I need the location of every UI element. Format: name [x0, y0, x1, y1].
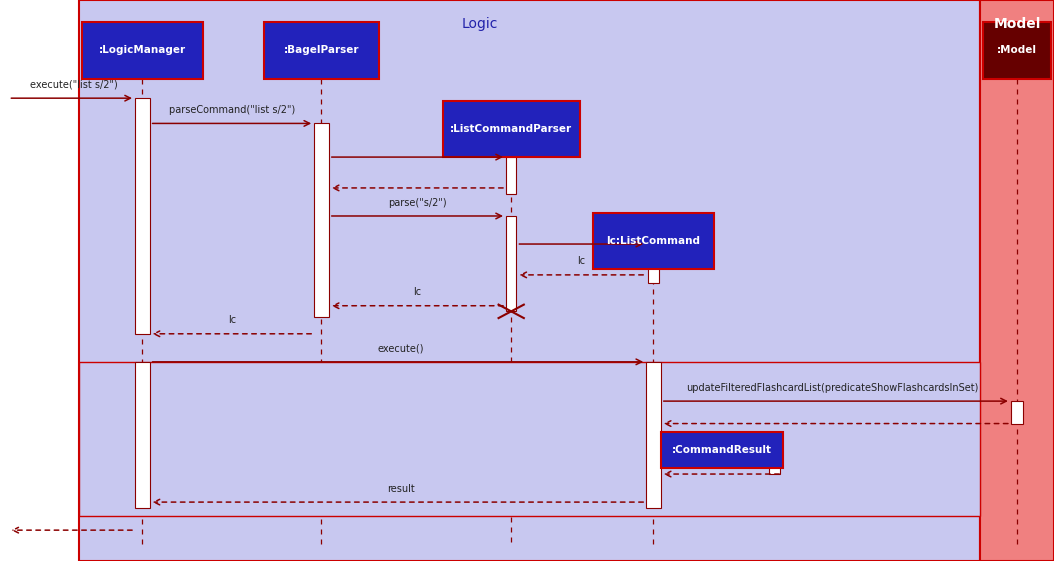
Text: :LogicManager: :LogicManager	[99, 45, 186, 56]
Bar	[79, 362, 980, 516]
Text: updateFilteredFlashcardList(predicateShowFlashcardsInSet): updateFilteredFlashcardList(predicateSho…	[686, 383, 979, 393]
Text: lc: lc	[577, 256, 585, 266]
Text: Model: Model	[994, 17, 1040, 31]
Bar	[980, 0, 1054, 561]
Text: :Model: :Model	[997, 45, 1037, 56]
Text: parseCommand("list s/2"): parseCommand("list s/2")	[169, 105, 295, 115]
Text: lc:ListCommand: lc:ListCommand	[606, 236, 701, 246]
Bar	[662, 432, 783, 468]
Bar	[1011, 401, 1023, 424]
Bar	[648, 244, 659, 283]
Text: :ListCommandParser: :ListCommandParser	[450, 124, 572, 134]
Bar	[646, 362, 661, 508]
Bar	[82, 22, 202, 79]
Bar	[135, 362, 150, 508]
Text: :BagelParser: :BagelParser	[284, 45, 359, 56]
Text: result: result	[387, 484, 414, 494]
Bar	[135, 98, 150, 334]
Bar	[264, 22, 379, 79]
Text: execute("list s/2"): execute("list s/2")	[30, 80, 118, 90]
Text: :CommandResult: :CommandResult	[672, 445, 772, 455]
Bar	[982, 22, 1052, 79]
Text: parse("s/2"): parse("s/2")	[388, 197, 447, 208]
Text: Logic: Logic	[462, 17, 497, 31]
Text: lc: lc	[228, 315, 236, 325]
Bar	[314, 123, 329, 317]
Bar	[506, 157, 516, 194]
Bar	[443, 101, 580, 157]
Bar	[769, 446, 780, 474]
Text: lc: lc	[413, 287, 422, 297]
Bar	[506, 216, 516, 311]
Text: execute(): execute()	[377, 343, 424, 353]
Bar	[592, 213, 715, 269]
Bar	[79, 0, 980, 561]
